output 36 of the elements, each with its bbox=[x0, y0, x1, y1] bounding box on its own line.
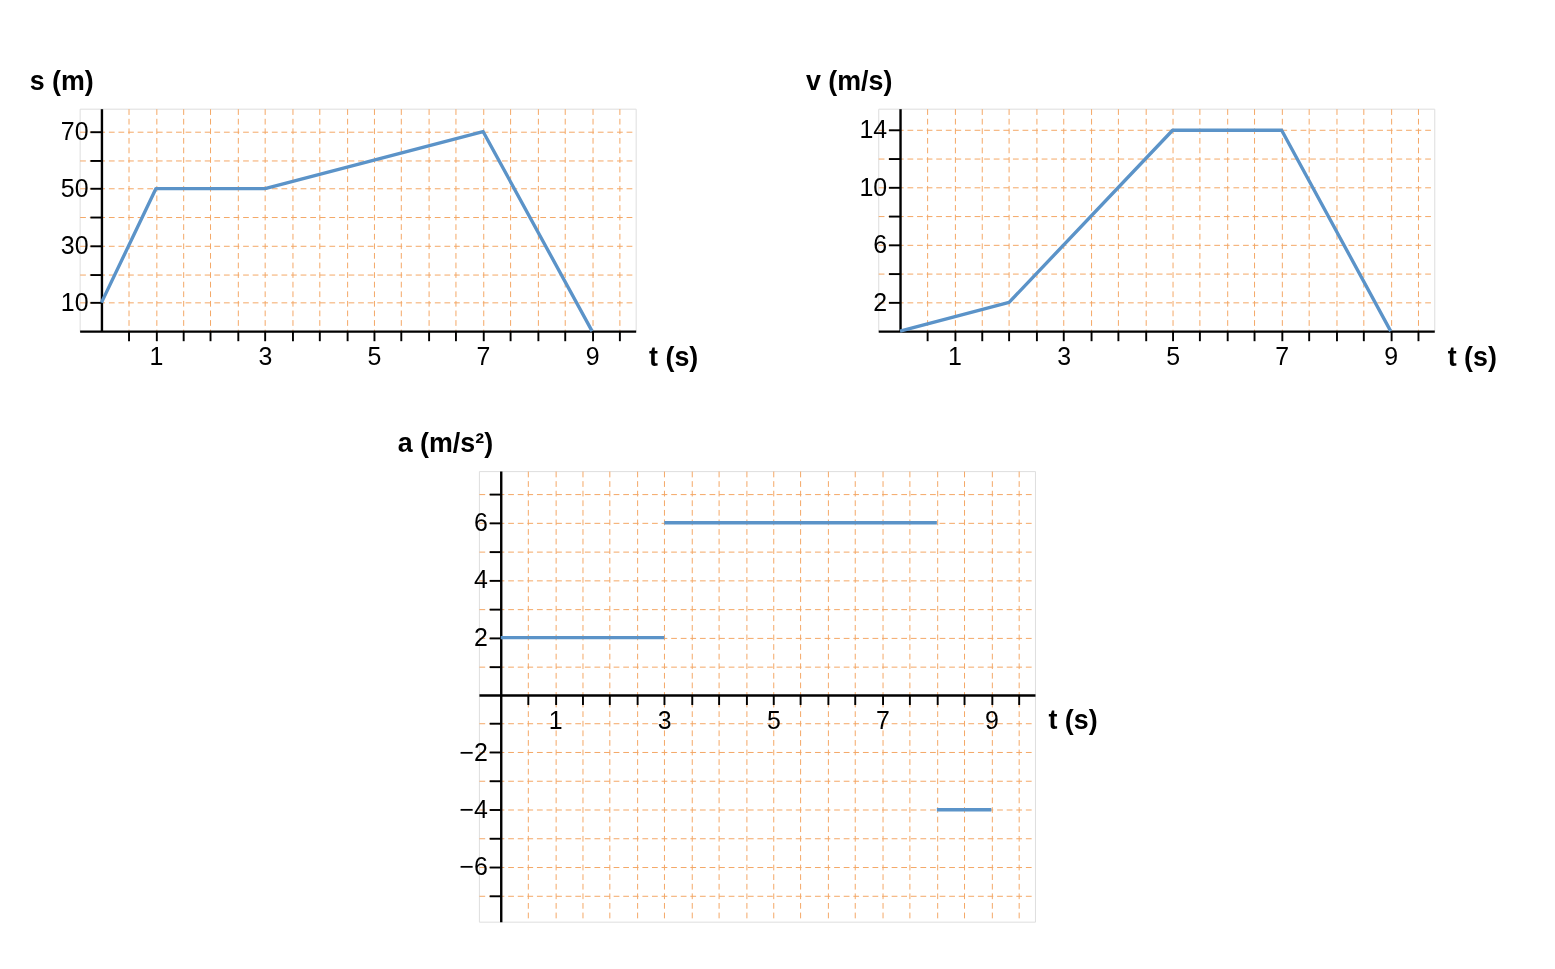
x-tick-label: 1 bbox=[948, 342, 962, 371]
y-axis-title: a (m/s²) bbox=[397, 427, 494, 458]
y-tick-label: −4 bbox=[459, 794, 488, 823]
x-tick-label: 9 bbox=[984, 705, 999, 734]
y-tick-label: 6 bbox=[873, 230, 888, 259]
y-axis-title: v (m/s) bbox=[805, 65, 893, 96]
y-tick-label: 4 bbox=[473, 565, 488, 594]
y-tick-label: 14 bbox=[859, 115, 888, 144]
y-tick-label: −2 bbox=[459, 737, 488, 766]
y-tick-label: 2 bbox=[873, 287, 888, 316]
x-tick-label: 3 bbox=[1057, 342, 1071, 371]
y-tick-label: 10 bbox=[859, 172, 888, 201]
y-tick-label: −6 bbox=[459, 852, 488, 881]
x-tick-label: 5 bbox=[1166, 342, 1181, 371]
x-tick-label: 9 bbox=[585, 342, 600, 371]
y-tick-label: 6 bbox=[473, 507, 488, 536]
y-tick-label: 10 bbox=[60, 287, 89, 316]
x-tick-label: 1 bbox=[149, 342, 164, 371]
x-tick-label: 9 bbox=[1384, 342, 1399, 371]
x-tick-label: 1 bbox=[548, 705, 563, 734]
x-tick-label: 7 bbox=[476, 342, 491, 371]
x-tick-label: 5 bbox=[766, 705, 781, 734]
y-tick-label: 30 bbox=[60, 230, 89, 259]
x-tick-label: 3 bbox=[258, 342, 273, 371]
x-tick-label: 3 bbox=[657, 705, 672, 734]
y-tick-label: 50 bbox=[60, 173, 89, 202]
y-axis-title: s (m) bbox=[29, 65, 94, 96]
x-axis-title: t (s) bbox=[649, 341, 699, 372]
y-tick-label: 70 bbox=[60, 116, 89, 145]
x-tick-label: 7 bbox=[1275, 342, 1290, 371]
x-axis-title: t (s) bbox=[1048, 705, 1098, 736]
line-series bbox=[99, 129, 594, 333]
x-tick-label: 5 bbox=[367, 342, 382, 371]
y-tick-label: 2 bbox=[473, 622, 488, 651]
x-tick-label: 7 bbox=[875, 705, 890, 734]
x-axis-title: t (s) bbox=[1447, 341, 1497, 372]
